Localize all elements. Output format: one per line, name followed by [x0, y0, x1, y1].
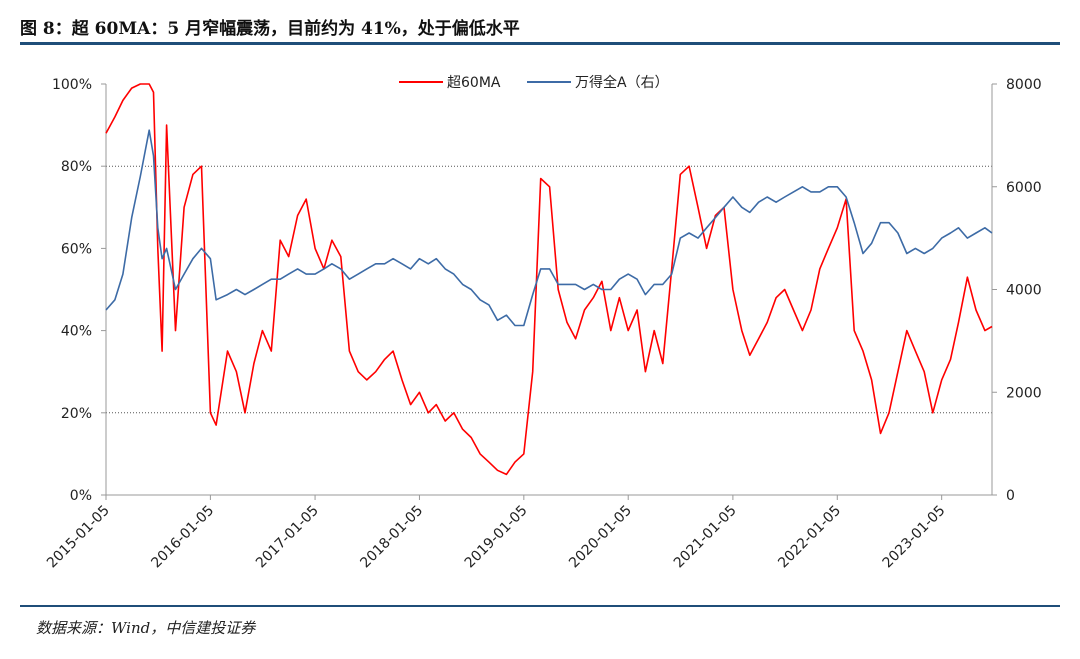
right-tick-label: 6000 — [1006, 180, 1042, 196]
legend-label: 超60MA — [447, 75, 501, 91]
left-tick-label: 20% — [61, 406, 92, 422]
x-tick-label: 2021-01-05 — [671, 503, 740, 572]
figure-title: 图 8：超 60MA：5 月窄幅震荡，目前约为 41%，处于偏低水平 — [20, 19, 520, 39]
left-tick-label: 80% — [61, 159, 92, 175]
right-tick-label: 4000 — [1006, 283, 1042, 299]
source-note: 数据来源：Wind，中信建投证券 — [36, 619, 256, 637]
x-tick-label: 2015-01-05 — [44, 503, 113, 572]
right-tick-label: 8000 — [1006, 77, 1042, 93]
axes — [105, 84, 993, 496]
legend: 超60MA 万得全A（右） — [399, 74, 669, 91]
left-axis-ticks: 0% 20% 40% 60% 80% 100% — [52, 77, 106, 504]
x-tick-label: 2022-01-05 — [775, 503, 844, 572]
chart: 0% 20% 40% 60% 80% 100% 0 2000 4000 6000 8000 201… — [44, 74, 1042, 572]
series-lines — [105, 83, 993, 476]
reference-lines — [106, 165, 992, 414]
series-line-above-60ma — [105, 83, 993, 476]
source-rule — [20, 605, 1060, 607]
x-tick-label: 2016-01-05 — [148, 503, 217, 572]
x-tick-label: 2020-01-05 — [566, 503, 635, 572]
left-tick-label: 0% — [70, 488, 92, 504]
x-tick-label: 2018-01-05 — [357, 503, 426, 572]
legend-label: 万得全A（右） — [575, 74, 669, 91]
left-tick-label: 60% — [61, 241, 92, 257]
x-tick-label: 2017-01-05 — [253, 503, 322, 572]
left-tick-label: 40% — [61, 324, 92, 340]
left-tick-label: 100% — [52, 77, 92, 93]
right-tick-label: 2000 — [1006, 385, 1042, 401]
series-line-wind-a — [105, 129, 993, 327]
right-axis-ticks: 0 2000 4000 6000 8000 — [992, 77, 1042, 504]
x-tick-label: 2023-01-05 — [880, 503, 949, 572]
x-tick-label: 2019-01-05 — [462, 503, 531, 572]
x-axis-ticks: 2015-01-05 2016-01-05 2017-01-05 2018-01-05… — [44, 495, 949, 572]
right-tick-label: 0 — [1006, 488, 1015, 504]
title-rule — [20, 42, 1060, 45]
